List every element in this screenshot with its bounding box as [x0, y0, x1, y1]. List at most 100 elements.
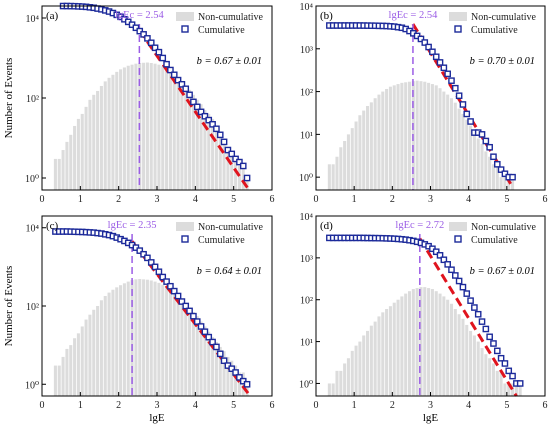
histogram-bar — [226, 356, 230, 396]
x-tick-label: 0 — [40, 400, 45, 411]
histogram-bar — [449, 98, 454, 190]
cumulative-point — [501, 360, 509, 367]
histogram-bar — [385, 309, 389, 396]
histogram-bar — [404, 293, 408, 396]
histogram-bar — [339, 147, 343, 190]
x-axis-title: lgE — [423, 412, 439, 424]
histogram-bar — [211, 118, 215, 190]
histogram-bar — [392, 302, 396, 396]
cumulative-point — [493, 347, 501, 355]
x-tick-label: 0 — [40, 194, 45, 205]
histogram-bar — [191, 94, 195, 190]
histogram-bar — [99, 300, 103, 396]
histogram-bar — [511, 383, 515, 396]
histogram-bar — [514, 383, 518, 396]
histogram-bar — [339, 370, 343, 396]
cumulative-point — [163, 278, 170, 285]
histogram-bar — [237, 165, 241, 190]
x-tick-label: 5 — [504, 194, 509, 205]
histogram-bar — [57, 365, 61, 396]
cumulative-point — [216, 131, 224, 139]
histogram-bar — [168, 289, 172, 396]
cumulative-point — [490, 153, 497, 161]
histogram-bar — [188, 89, 192, 190]
cumulative-point — [482, 137, 490, 145]
y-tick-label: 10⁴ — [26, 224, 40, 235]
histogram-bar — [377, 94, 381, 190]
legend-label-noncumulative: Non-cumulative — [471, 12, 537, 23]
histogram-bar — [222, 141, 226, 190]
x-tick-label: 0 — [314, 194, 319, 205]
histogram-bar — [218, 346, 222, 396]
histogram-bar — [369, 102, 373, 190]
histogram-bar — [96, 306, 100, 396]
histogram-bar — [234, 365, 238, 396]
histogram-bar — [373, 321, 377, 396]
histogram-bar — [453, 309, 457, 396]
histogram-bar — [362, 110, 366, 190]
histogram-bar — [130, 64, 134, 190]
cumulative-point — [440, 64, 448, 72]
y-axis-title: Number of Events — [3, 266, 15, 347]
lgEc-label: lgEc = 2.72 — [395, 220, 444, 231]
histogram-bar — [142, 62, 146, 190]
cumulative-point — [432, 248, 440, 256]
histogram-bar — [115, 71, 119, 190]
histogram-bar — [245, 178, 249, 190]
lgEc-label: lgEc = 2.54 — [389, 10, 439, 21]
x-tick-label: 1 — [352, 400, 357, 411]
histogram-bar — [149, 280, 153, 396]
histogram-bar — [241, 165, 245, 190]
fit-line — [418, 237, 518, 397]
histogram-bar — [331, 164, 335, 190]
histogram-bar — [472, 130, 476, 190]
y-tick-label: 10¹ — [300, 338, 313, 349]
cumulative-point — [174, 76, 182, 84]
cumulative-point — [429, 48, 436, 56]
histogram-bar — [346, 358, 350, 396]
histogram-bar — [142, 279, 146, 396]
histogram-bar — [476, 138, 480, 190]
histogram-bar — [111, 74, 115, 190]
y-tick-label: 10⁴ — [300, 2, 314, 13]
histogram-bar — [168, 70, 172, 190]
histogram-bar — [199, 104, 203, 190]
histogram-bar — [335, 370, 339, 396]
histogram-bar — [381, 91, 385, 190]
histogram-bar — [88, 314, 92, 396]
histogram-bar — [476, 341, 480, 396]
histogram-bar — [415, 288, 419, 396]
cumulative-point — [190, 98, 197, 106]
histogram-bar — [369, 325, 373, 396]
histogram-bar — [484, 151, 488, 190]
histogram-bar — [207, 113, 211, 190]
histogram-bar — [119, 285, 123, 396]
cumulative-point — [147, 39, 155, 47]
panel-4: 0 1 2 3 4 5 6 10⁰ 10¹ 10² 10³ 10⁴ (d) lgEc = 2.72 b = … — [299, 212, 548, 424]
histogram-bar — [461, 113, 465, 190]
histogram-bar — [145, 62, 149, 190]
x-tick-label: 6 — [543, 400, 548, 411]
x-tick-label: 5 — [231, 194, 236, 205]
histogram-bar — [461, 318, 465, 396]
histogram-bar — [480, 143, 484, 190]
histogram-bar — [495, 370, 499, 396]
histogram-bar — [188, 307, 192, 396]
histogram-bar — [495, 164, 499, 190]
histogram-bar — [237, 372, 241, 396]
histogram-bar — [111, 289, 115, 396]
histogram-bar — [122, 67, 126, 190]
histogram-bar — [65, 348, 69, 396]
histogram-bar — [176, 77, 180, 190]
cumulative-point — [497, 354, 505, 362]
histogram-bar — [73, 338, 77, 396]
histogram-bar — [107, 292, 111, 396]
cumulative-point — [243, 174, 251, 182]
panel-label: (a) — [46, 10, 59, 22]
histogram-bar — [434, 291, 438, 396]
histogram-bar — [491, 363, 496, 396]
legend-label-noncumulative: Non-cumulative — [198, 222, 264, 233]
cumulative-point — [182, 85, 190, 93]
cumulative-point — [436, 252, 444, 259]
cumulative-point — [201, 328, 209, 336]
